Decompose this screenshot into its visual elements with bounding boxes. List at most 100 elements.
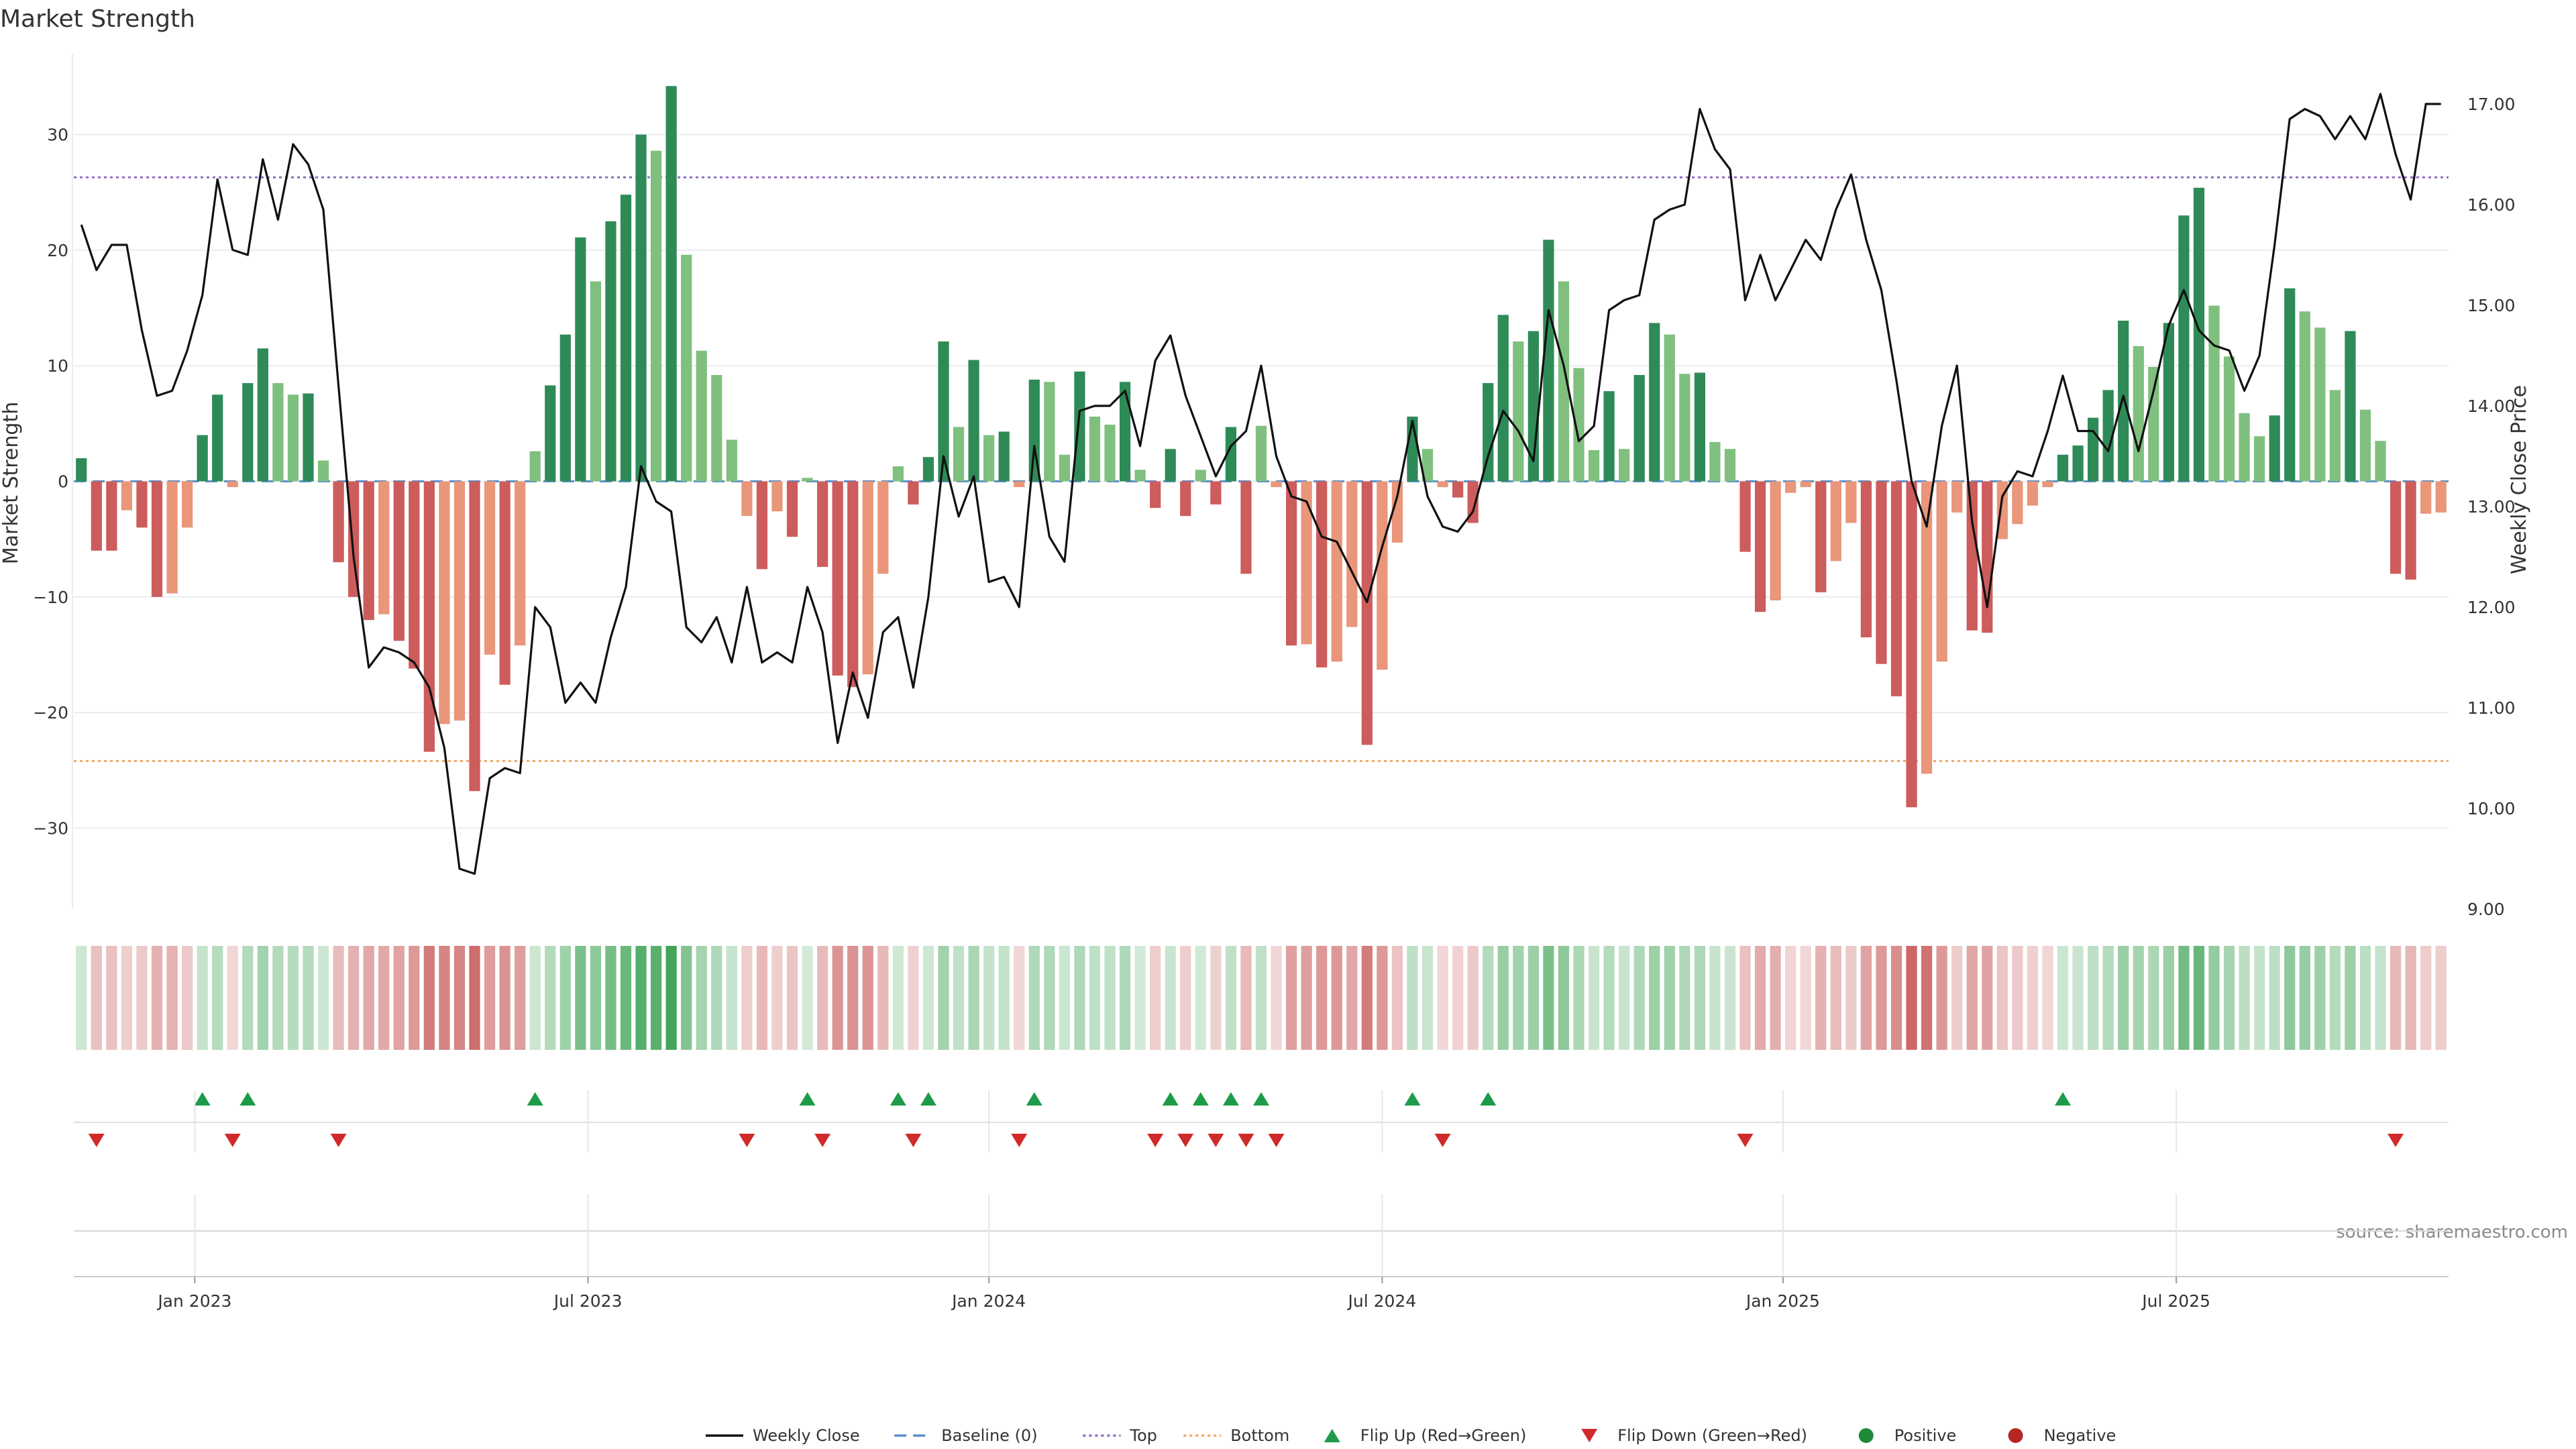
strength-bar — [681, 254, 692, 482]
heat-strip-cell — [1770, 946, 1781, 1050]
strength-bar — [2269, 415, 2280, 482]
heat-strip-cell — [2223, 946, 2235, 1050]
strength-bar — [786, 481, 798, 537]
heat-strip-cell — [605, 946, 616, 1050]
heat-strip-cell — [227, 946, 238, 1050]
strength-bar — [1361, 481, 1373, 745]
y-left-tick-label: 20 — [47, 241, 68, 260]
heat-strip-cell — [802, 946, 813, 1050]
heat-strip-cell — [2359, 946, 2371, 1050]
strength-bar — [136, 481, 148, 528]
heat-strip-cell — [1059, 946, 1070, 1050]
heat-strip-cell — [2254, 946, 2265, 1050]
heat-strip-cell — [1301, 946, 1312, 1050]
legend-item: Flip Up (Red→Green) — [1324, 1426, 1526, 1445]
y-left-tick-label: 0 — [58, 472, 68, 492]
heat-strip-cell — [409, 946, 420, 1050]
heat-strip-cell — [2405, 946, 2416, 1050]
chart-title: Market Strength — [0, 5, 195, 33]
strength-bar — [1588, 449, 1600, 482]
heat-strip-cell — [2208, 946, 2220, 1050]
heat-strip-cell — [1407, 946, 1418, 1050]
flip-down-marker — [224, 1134, 241, 1147]
strength-bar — [2345, 331, 2356, 482]
strength-bar — [1089, 417, 1101, 482]
heat-strip-cell — [2345, 946, 2356, 1050]
heat-strip-cell — [1996, 946, 2008, 1050]
strength-bar — [2057, 454, 2069, 482]
strength-bar — [2435, 481, 2447, 513]
strength-bar — [711, 374, 722, 482]
flip-up-marker — [1162, 1092, 1179, 1106]
weekly-close-line — [80, 93, 2441, 875]
heat-strip-cell — [272, 946, 284, 1050]
heat-strip-cell — [832, 946, 843, 1050]
heat-strip-cell — [590, 946, 602, 1050]
strength-bar — [1709, 441, 1721, 482]
y-left-tick-label: 10 — [47, 356, 68, 376]
heat-strip-cell — [106, 946, 117, 1050]
strength-bar — [650, 150, 662, 482]
heat-strip-cell — [1150, 946, 1161, 1050]
strength-bar — [409, 481, 420, 669]
flip-down-marker — [2387, 1134, 2404, 1147]
legend-label: Baseline (0) — [941, 1426, 1037, 1445]
heat-strip-cell — [545, 946, 556, 1050]
y-right-tick-label: 9.00 — [2467, 900, 2505, 919]
strength-bar — [1150, 481, 1161, 508]
heat-strip-cell — [1377, 946, 1388, 1050]
strength-bar — [1437, 481, 1448, 488]
strength-bar — [1996, 481, 2008, 539]
strength-bar — [1982, 481, 1993, 633]
strength-bar — [529, 451, 541, 482]
heat-strip-cell — [650, 946, 662, 1050]
strength-bar — [696, 350, 707, 482]
strength-bar — [559, 334, 571, 482]
heat-strip-cell — [499, 946, 511, 1050]
flip-down-marker — [1177, 1134, 1194, 1147]
x-tick-label: Jan 2025 — [1745, 1291, 1820, 1311]
strength-bar — [1694, 372, 1706, 482]
heat-strip-cell — [166, 946, 178, 1050]
strength-bar — [439, 481, 450, 724]
strength-bar — [1165, 449, 1176, 482]
dot-icon — [1858, 1428, 1874, 1443]
heat-strip-cell — [1225, 946, 1237, 1050]
flip-down-marker — [1208, 1134, 1224, 1147]
strength-bar — [968, 360, 979, 482]
heat-strip-cell — [2088, 946, 2099, 1050]
heat-strip-cell — [1664, 946, 1675, 1050]
strength-bar — [2148, 366, 2159, 482]
flip-up-marker — [2055, 1092, 2072, 1106]
source-label: source: sharemaestro.com — [2336, 1222, 2568, 1242]
strength-bar — [2405, 481, 2416, 580]
flip-up-marker — [890, 1092, 906, 1106]
heat-strip-cell — [2027, 946, 2039, 1050]
heat-strip-cell — [1271, 946, 1282, 1050]
flip-down-marker — [905, 1134, 922, 1147]
heat-strip-cell — [1346, 946, 1358, 1050]
heat-strip-cell — [2284, 946, 2296, 1050]
strength-bar — [76, 458, 87, 482]
heat-strip-cell — [2163, 946, 2174, 1050]
strength-bar — [1180, 481, 1191, 517]
strength-bar — [106, 481, 117, 551]
strength-bar — [2314, 327, 2326, 482]
triangle-down-icon — [1581, 1429, 1598, 1442]
heat-strip-cell — [317, 946, 329, 1050]
heat-strip-cell — [378, 946, 390, 1050]
strength-bar — [1301, 481, 1312, 645]
heat-strip-cell — [1739, 946, 1751, 1050]
strength-bar — [166, 481, 178, 594]
heat-strip-cell — [741, 946, 753, 1050]
strength-heat-strip — [76, 946, 2447, 1050]
heat-strip-cell — [121, 946, 133, 1050]
strength-bar — [1285, 481, 1297, 646]
heat-strip-cell — [2102, 946, 2114, 1050]
strength-bar — [1845, 481, 1857, 523]
heat-strip-cell — [756, 946, 768, 1050]
heat-strip-cell — [1134, 946, 1146, 1050]
strength-bar — [605, 221, 616, 482]
heat-strip-cell — [2042, 946, 2053, 1050]
strength-bar — [227, 481, 238, 488]
